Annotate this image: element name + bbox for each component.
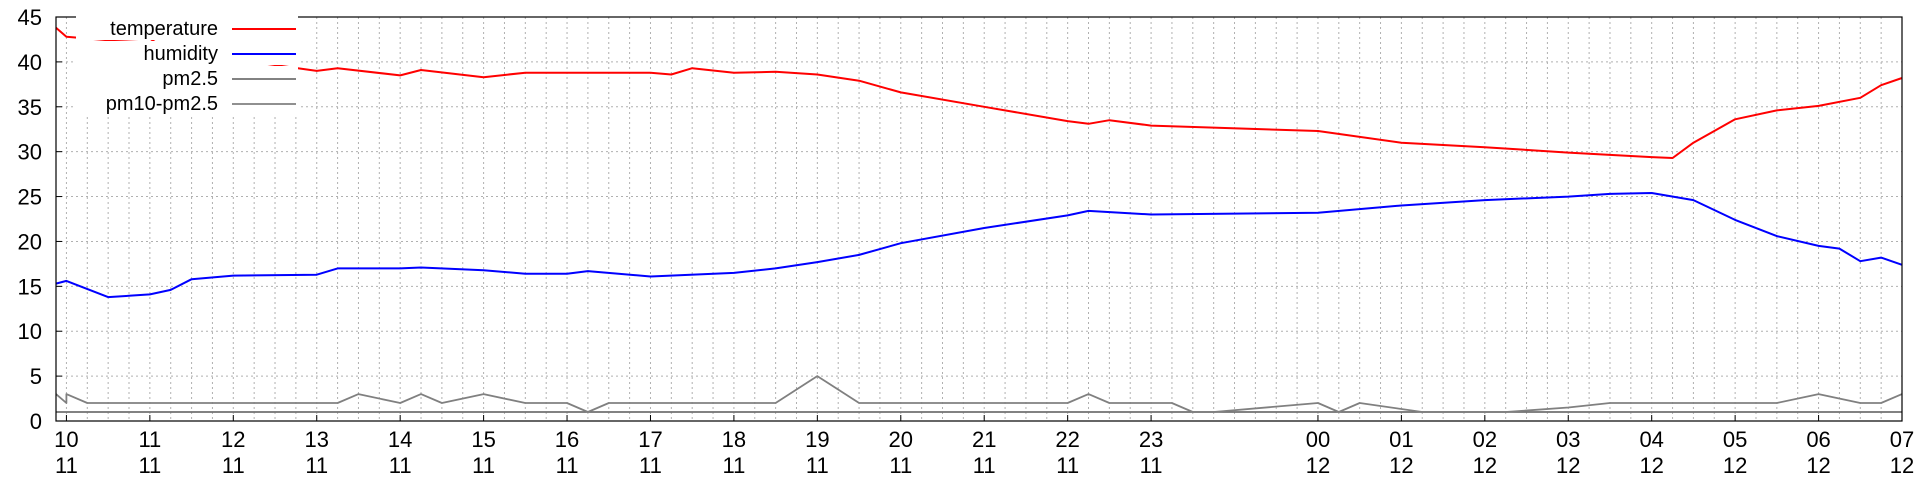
legend-label: pm2.5: [162, 68, 218, 90]
y-tick-label: 30: [18, 140, 42, 165]
x-tick-label-month: 11: [556, 453, 579, 478]
legend-label: pm10-pm2.5: [106, 93, 218, 115]
x-tick-label-day: 19: [805, 427, 829, 452]
legend: temperature humidity pm2.5 pm10-pm2.5: [76, 16, 298, 115]
y-tick-label: 45: [18, 5, 42, 30]
x-tick-label-day: 23: [1139, 427, 1163, 452]
x-tick-label-month: 12: [1306, 453, 1330, 478]
x-tick-label-month: 12: [1556, 453, 1580, 478]
x-tick-label-day: 07: [1890, 427, 1914, 452]
x-tick-label-day: 10: [54, 427, 78, 452]
y-tick-label: 35: [18, 95, 42, 120]
y-tick-label: 20: [18, 229, 42, 254]
x-tick-label-month: 12: [1473, 453, 1497, 478]
legend-label: temperature: [110, 18, 218, 40]
y-tick-label: 40: [18, 50, 42, 75]
x-tick-label-month: 11: [973, 453, 996, 478]
y-tick-label: 10: [18, 319, 42, 344]
x-tick-label-day: 04: [1639, 427, 1663, 452]
x-tick-label-day: 01: [1389, 427, 1413, 452]
x-tick-label-month: 11: [722, 453, 745, 478]
x-tick-label-month: 11: [889, 453, 912, 478]
x-tick-label-month: 11: [389, 453, 412, 478]
series-lines: [55, 27, 1903, 413]
series-line-pm10-pm2-5: [55, 375, 1903, 413]
x-tick-label-day: 18: [722, 427, 746, 452]
x-tick-label-month: 12: [1890, 453, 1914, 478]
x-tick-label-month: 11: [1056, 453, 1079, 478]
x-tick-label-month: 11: [472, 453, 495, 478]
x-tick-label-day: 12: [221, 427, 245, 452]
x-tick-label-day: 21: [972, 427, 996, 452]
x-tick-label-day: 03: [1556, 427, 1580, 452]
x-tick-label-month: 11: [1140, 453, 1163, 478]
x-tick-label-day: 11: [138, 427, 161, 452]
x-tick-label-month: 11: [138, 453, 161, 478]
x-tick-label-month: 11: [55, 453, 78, 478]
x-tick-label-day: 02: [1473, 427, 1497, 452]
x-tick-label-month: 12: [1806, 453, 1830, 478]
y-tick-label: 25: [18, 185, 42, 210]
x-tick-label-month: 11: [305, 453, 328, 478]
x-tick-label-month: 12: [1389, 453, 1413, 478]
x-tick-label-day: 06: [1806, 427, 1830, 452]
x-tick-label-day: 16: [555, 427, 579, 452]
x-tick-label-month: 12: [1639, 453, 1663, 478]
x-tick-label-month: 11: [806, 453, 829, 478]
x-tick-label-month: 11: [222, 453, 245, 478]
legend-entry-bg: [76, 66, 298, 90]
x-tick-label-day: 20: [889, 427, 913, 452]
x-tick-label-day: 05: [1723, 427, 1747, 452]
x-tick-label-day: 15: [471, 427, 495, 452]
y-tick-label: 15: [18, 274, 42, 299]
x-tick-label-day: 13: [304, 427, 328, 452]
x-tick-label-day: 00: [1306, 427, 1330, 452]
axes: 0510152025303540451011111112111311141115…: [18, 5, 1915, 478]
x-tick-label-day: 22: [1055, 427, 1079, 452]
x-tick-label-month: 11: [639, 453, 662, 478]
legend-label: humidity: [144, 43, 218, 65]
x-tick-label-day: 17: [638, 427, 662, 452]
legend-entry-bg: [76, 91, 298, 115]
y-tick-label: 5: [30, 364, 42, 389]
x-tick-label-month: 12: [1723, 453, 1747, 478]
series-line-humidity: [55, 192, 1903, 299]
x-tick-label-day: 14: [388, 427, 412, 452]
y-tick-label: 0: [30, 409, 42, 434]
plot-frame: [55, 16, 1903, 422]
series-line-temperature: [55, 27, 1903, 159]
grid-lines: [56, 17, 1902, 421]
